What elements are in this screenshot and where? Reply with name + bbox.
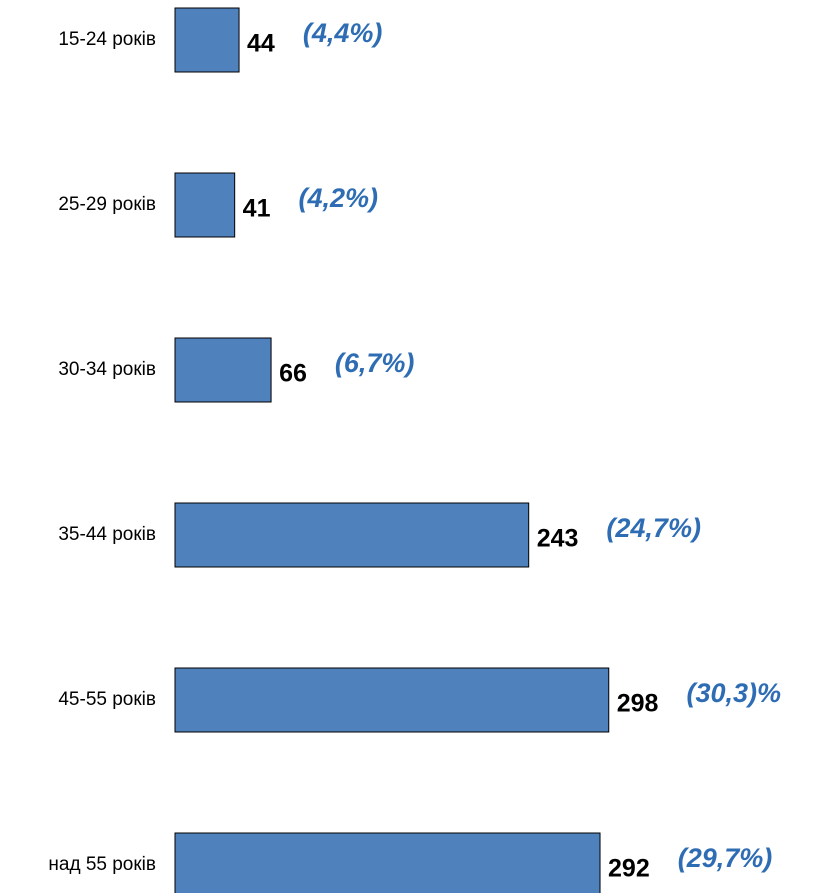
- category-label: 45-55 років: [58, 689, 156, 710]
- bar: [174, 172, 236, 238]
- category-label: 35-44 років: [58, 524, 156, 545]
- bar: [174, 667, 610, 733]
- percent-label: (30,3)%: [686, 678, 781, 708]
- value-label: 243: [537, 525, 579, 553]
- value-label: 298: [617, 690, 659, 718]
- bar: [174, 337, 272, 403]
- percent-label: (4,2%): [298, 183, 378, 213]
- value-label: 44: [247, 30, 275, 58]
- category-label: 15-24 років: [58, 29, 156, 50]
- category-label: 30-34 років: [58, 359, 156, 380]
- percent-label: (4,4%): [303, 18, 383, 48]
- value-label: 66: [279, 360, 307, 388]
- bar: [174, 832, 601, 893]
- bar: [174, 7, 240, 73]
- category-label: над 55 років: [48, 854, 156, 875]
- percent-label: (6,7%): [335, 348, 415, 378]
- percent-label: (24,7%): [606, 513, 701, 543]
- value-label: 292: [608, 855, 650, 883]
- percent-label: (29,7%): [678, 843, 773, 873]
- bar: [174, 502, 530, 568]
- category-label: 25-29 років: [58, 194, 156, 215]
- value-label: 41: [243, 195, 271, 223]
